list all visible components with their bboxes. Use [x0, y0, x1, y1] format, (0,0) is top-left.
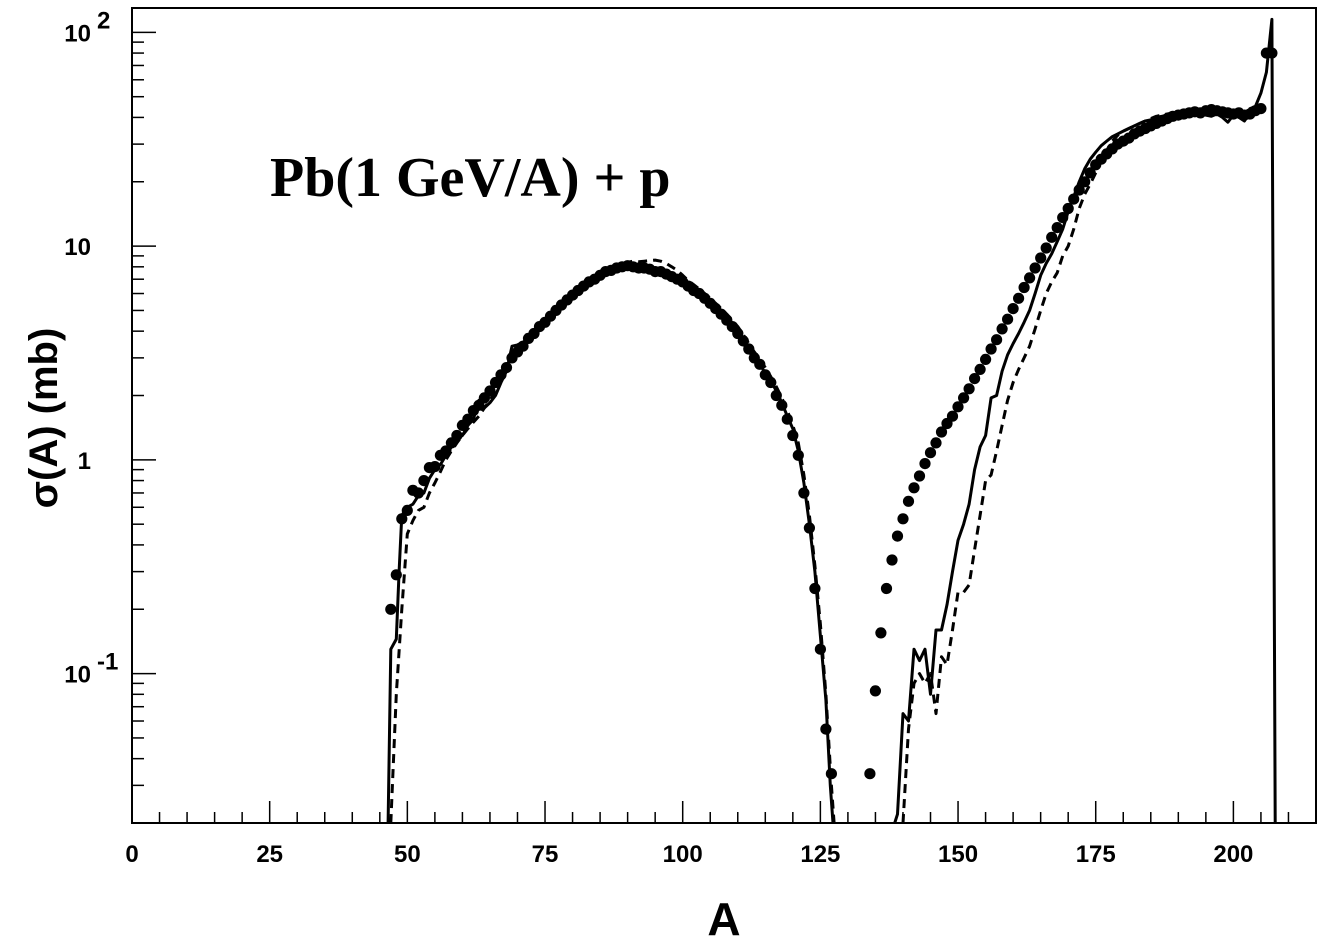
data-point [991, 334, 1003, 346]
y-tick-exponent: -1 [97, 649, 118, 676]
solid-curve [386, 263, 835, 824]
data-point [1018, 281, 1030, 294]
data-point [385, 603, 397, 615]
x-tick-label: 0 [125, 841, 138, 868]
series-layer [385, 17, 1278, 824]
data-point [908, 482, 920, 494]
x-tick-label: 100 [663, 841, 703, 868]
y-tick-label: 10 [64, 662, 91, 689]
data-point [1255, 103, 1267, 115]
data-point [985, 343, 997, 355]
data-point [429, 461, 441, 473]
data-point [958, 392, 970, 404]
data-point [980, 353, 992, 365]
x-axis-title: A [707, 893, 740, 943]
x-tick-label: 150 [938, 841, 978, 868]
data-point [935, 426, 948, 438]
data-point [1013, 292, 1025, 304]
x-tick-label: 125 [800, 841, 840, 868]
dashed-curve [901, 107, 1257, 824]
data-point [913, 470, 926, 482]
data-point [952, 401, 964, 413]
x-tick-label: 200 [1213, 841, 1253, 868]
data-point [919, 458, 931, 470]
data-point [886, 554, 898, 566]
x-tick-label: 50 [394, 841, 421, 868]
x-tick-labels: 0 25 50 75 100 125 150 175 200 [125, 841, 1253, 868]
data-point [1051, 222, 1063, 234]
y-tick-exponent: 2 [97, 7, 110, 34]
data-point [930, 437, 942, 449]
y-tick-label: 10 [64, 234, 91, 261]
data-point [880, 582, 893, 595]
axis-ticks [131, 31, 1317, 824]
data-point [996, 323, 1008, 335]
plot-frame [131, 7, 1317, 824]
data-point [963, 383, 975, 395]
x-tick-label: 75 [532, 841, 559, 868]
data-point [869, 685, 882, 697]
x-tick-label: 25 [256, 841, 283, 868]
data-point [1007, 303, 1019, 315]
data-point [969, 373, 981, 385]
solid-curve [893, 17, 1277, 824]
data-point [897, 513, 909, 525]
x-tick-label: 175 [1076, 841, 1116, 868]
data-point [1002, 313, 1014, 325]
data-point [1024, 272, 1036, 284]
y-tick-label: 10 [64, 20, 91, 47]
data-point [924, 447, 937, 459]
data-point [974, 363, 986, 375]
data-point [1035, 252, 1047, 264]
data-point [902, 495, 915, 507]
chart-annotation: Pb(1 GeV/A) + p [270, 147, 671, 209]
data-point [864, 768, 876, 780]
y-tick-label: 1 [78, 448, 91, 475]
data-point [946, 410, 959, 422]
dashed-curve [389, 258, 836, 824]
data-point [1046, 231, 1058, 243]
data-point [1040, 242, 1052, 254]
y-axis-title: σ(A) (mb) [22, 328, 66, 509]
data-point [875, 627, 887, 639]
data-point [1029, 262, 1041, 274]
data-point [891, 530, 904, 542]
